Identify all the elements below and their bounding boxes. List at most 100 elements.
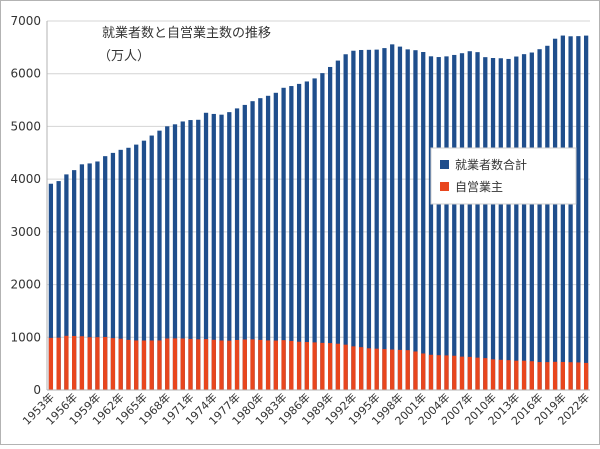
bar-self-employed bbox=[64, 335, 69, 390]
bar-self-employed bbox=[118, 338, 123, 390]
bar-total bbox=[467, 51, 472, 391]
bar-total bbox=[374, 49, 379, 391]
bar-total bbox=[64, 174, 69, 390]
bar-self-employed bbox=[351, 346, 356, 390]
bar-self-employed bbox=[436, 355, 441, 390]
bar-self-employed bbox=[483, 358, 488, 390]
bar-total bbox=[552, 38, 558, 391]
bar-self-employed bbox=[234, 339, 240, 390]
bar-self-employed bbox=[296, 341, 302, 390]
bar-total bbox=[72, 170, 77, 390]
bar-self-employed bbox=[258, 339, 263, 390]
bar-self-employed bbox=[397, 349, 403, 390]
bar-self-employed bbox=[149, 340, 154, 390]
bar-self-employed bbox=[312, 342, 317, 390]
bar-total bbox=[320, 73, 325, 390]
y-tick-label: 0 bbox=[33, 383, 41, 397]
legend-label-self-employed: 自営業主 bbox=[455, 180, 503, 194]
bar-self-employed bbox=[343, 344, 348, 390]
bar-self-employed bbox=[521, 360, 527, 390]
bar-total bbox=[141, 140, 147, 390]
bar-self-employed bbox=[79, 336, 85, 390]
bar-total bbox=[521, 54, 527, 390]
bar-self-employed bbox=[382, 349, 387, 390]
bar-total bbox=[95, 161, 100, 390]
y-tick-label: 7000 bbox=[10, 14, 41, 28]
bar-self-employed bbox=[103, 336, 108, 390]
bar-total bbox=[529, 52, 534, 391]
bar-self-employed bbox=[126, 339, 131, 390]
bar-total bbox=[289, 86, 294, 391]
bar-total bbox=[126, 147, 131, 390]
bar-total bbox=[188, 120, 193, 391]
bar-total bbox=[312, 78, 317, 390]
bar-total bbox=[328, 66, 333, 390]
bar-self-employed bbox=[545, 362, 550, 390]
bar-self-employed bbox=[452, 355, 457, 390]
bar-self-employed bbox=[203, 339, 209, 390]
legend-box bbox=[430, 147, 577, 205]
bars bbox=[48, 35, 589, 391]
bar-self-employed bbox=[242, 339, 247, 390]
bar-total bbox=[452, 54, 457, 390]
bar-total bbox=[397, 46, 403, 391]
bar-total bbox=[48, 183, 54, 390]
bar-total bbox=[545, 45, 550, 390]
bar-self-employed bbox=[459, 356, 465, 390]
bar-self-employed bbox=[165, 338, 170, 390]
bar-total bbox=[583, 35, 589, 390]
bar-self-employed bbox=[281, 340, 286, 390]
bar-total bbox=[335, 60, 341, 391]
bar-self-employed bbox=[289, 340, 294, 390]
legend-swatch-self-employed bbox=[440, 182, 449, 191]
bar-self-employed bbox=[498, 359, 503, 390]
bar-self-employed bbox=[172, 338, 178, 390]
bar-total bbox=[351, 50, 356, 390]
bar-total bbox=[172, 124, 178, 390]
bar-self-employed bbox=[421, 353, 426, 390]
bar-total bbox=[506, 58, 511, 390]
bar-self-employed bbox=[304, 342, 309, 390]
bar-self-employed bbox=[157, 340, 162, 390]
bar-total bbox=[250, 101, 255, 391]
bar-self-employed bbox=[227, 340, 232, 390]
bar-total bbox=[576, 36, 581, 390]
bar-self-employed bbox=[56, 337, 61, 390]
bar-self-employed bbox=[514, 360, 519, 390]
bar-total bbox=[359, 49, 364, 391]
bar-total bbox=[211, 113, 216, 390]
bar-total bbox=[382, 48, 387, 390]
chart-subtitle: （万人） bbox=[98, 49, 150, 64]
y-tick-label: 3000 bbox=[10, 225, 41, 239]
bar-self-employed bbox=[141, 340, 147, 390]
bar-self-employed bbox=[552, 361, 558, 390]
y-tick-label: 2000 bbox=[10, 278, 41, 292]
bar-self-employed bbox=[444, 355, 449, 390]
bar-self-employed bbox=[428, 354, 434, 390]
bar-total bbox=[296, 83, 302, 390]
bar-self-employed bbox=[390, 349, 395, 390]
bar-total bbox=[490, 58, 496, 390]
bar-self-employed bbox=[405, 350, 410, 390]
bar-total bbox=[196, 119, 201, 390]
bar-total bbox=[413, 50, 418, 390]
bar-total bbox=[227, 112, 232, 390]
bar-total bbox=[483, 57, 488, 390]
bar-self-employed bbox=[413, 351, 418, 390]
bar-total bbox=[475, 52, 480, 391]
bar-self-employed bbox=[328, 343, 333, 390]
bar-total bbox=[110, 152, 116, 390]
bar-self-employed bbox=[188, 338, 193, 390]
bar-total bbox=[79, 164, 85, 390]
y-tick-label: 6000 bbox=[10, 67, 41, 81]
bar-total bbox=[134, 144, 139, 390]
bar-self-employed bbox=[273, 340, 278, 390]
bar-self-employed bbox=[506, 360, 511, 390]
bar-self-employed bbox=[359, 347, 364, 390]
bar-total bbox=[436, 57, 441, 391]
bar-self-employed bbox=[475, 357, 480, 390]
bar-total bbox=[514, 56, 519, 390]
bar-total bbox=[242, 104, 247, 391]
bar-self-employed bbox=[110, 338, 116, 390]
